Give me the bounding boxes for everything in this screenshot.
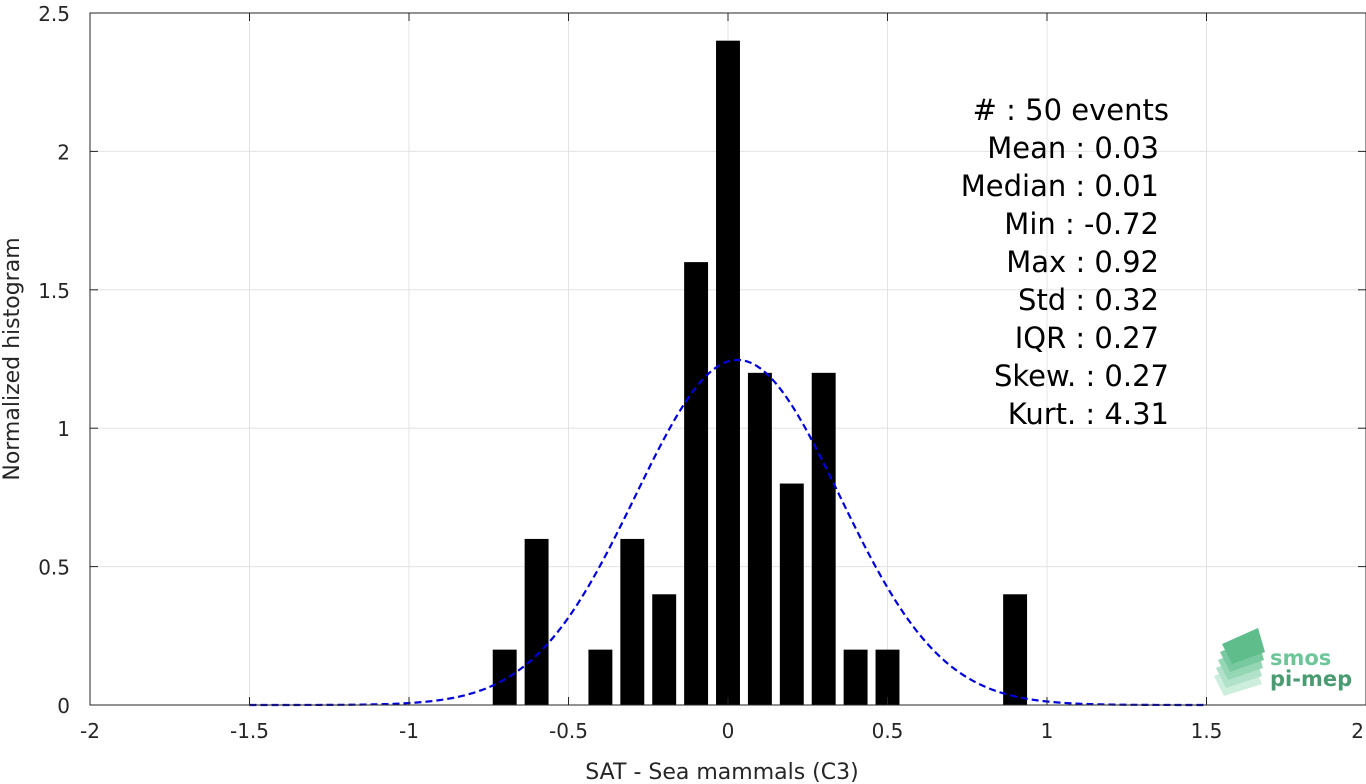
x-tick-label: 2 bbox=[1351, 719, 1364, 743]
smos-pi-mep-logo: smos pi-mep bbox=[1214, 628, 1352, 696]
y-tick-labels: 0 0.5 1 1.5 2 2.5 bbox=[38, 2, 70, 718]
x-tick-label: 0.5 bbox=[872, 719, 904, 743]
histogram-bar bbox=[779, 483, 804, 705]
x-tick-label: 1 bbox=[1041, 719, 1054, 743]
stat-max: Max : 0.92 bbox=[1006, 245, 1159, 279]
statistics-box: # : 50 events Mean : 0.03 Median : 0.01 … bbox=[961, 93, 1169, 431]
histogram-bar bbox=[875, 649, 900, 705]
stat-mean: Mean : 0.03 bbox=[987, 131, 1159, 165]
stat-skew: Skew. : 0.27 bbox=[994, 359, 1169, 393]
y-tick-label: 0.5 bbox=[38, 556, 70, 580]
x-tick-label: -0.5 bbox=[549, 719, 588, 743]
y-tick-label: 0 bbox=[57, 694, 70, 718]
logo-text-pimep: pi-mep bbox=[1270, 667, 1352, 691]
stat-kurt: Kurt. : 4.31 bbox=[1008, 397, 1169, 431]
stat-median: Median : 0.01 bbox=[961, 169, 1159, 203]
x-tick-label: 1.5 bbox=[1191, 719, 1223, 743]
x-tick-labels: -2 -1.5 -1 -0.5 0 0.5 1 1.5 2 bbox=[80, 719, 1364, 743]
logo-layers-icon bbox=[1214, 628, 1265, 696]
histogram-bar bbox=[684, 262, 709, 705]
histogram-bar bbox=[524, 538, 549, 705]
x-tick-label: -1 bbox=[399, 719, 419, 743]
histogram-bars bbox=[492, 40, 1028, 706]
stat-count: # : 50 events bbox=[973, 93, 1169, 127]
x-tick-label: 0 bbox=[722, 719, 735, 743]
histogram-bar bbox=[620, 538, 645, 705]
histogram-bar bbox=[747, 372, 772, 705]
y-tick-label: 1 bbox=[57, 417, 70, 441]
x-tick-label: -1.5 bbox=[230, 719, 269, 743]
histogram-bar bbox=[811, 372, 836, 705]
histogram-bar bbox=[716, 40, 740, 706]
x-tick-label: -2 bbox=[80, 719, 100, 743]
histogram-bar bbox=[652, 594, 677, 705]
y-tick-label: 2.5 bbox=[38, 2, 70, 26]
histogram-bar bbox=[588, 649, 613, 705]
histogram-bar bbox=[492, 649, 517, 705]
logo-text-smos: smos bbox=[1270, 646, 1331, 670]
histogram-bar bbox=[1003, 594, 1028, 705]
y-tick-label: 2 bbox=[57, 140, 70, 164]
stat-iqr: IQR : 0.27 bbox=[1015, 321, 1159, 355]
stat-std: Std : 0.32 bbox=[1018, 283, 1159, 317]
y-tick-label: 1.5 bbox=[38, 279, 70, 303]
histogram-bar bbox=[843, 649, 868, 705]
stat-min: Min : -0.72 bbox=[1004, 207, 1159, 241]
y-axis-label: Normalized histogram bbox=[0, 237, 25, 480]
x-axis-label: SAT - Sea mammals (C3) bbox=[585, 760, 858, 784]
axis-ticks bbox=[89, 12, 1366, 706]
